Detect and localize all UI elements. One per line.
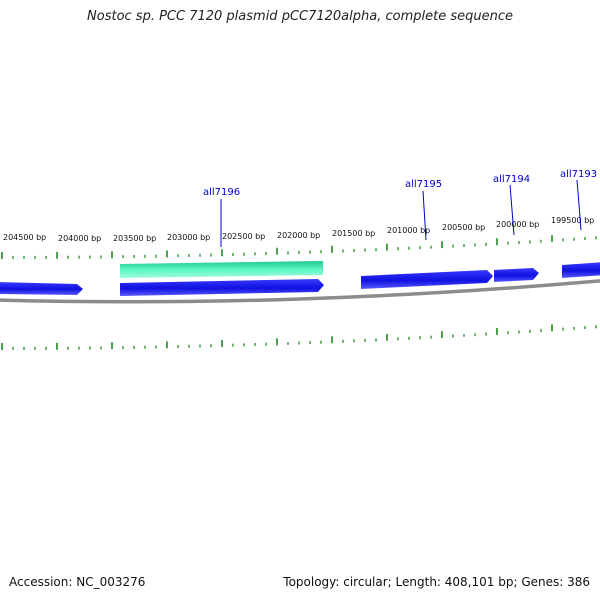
- gene-arrow-all7194[interactable]: [494, 268, 539, 282]
- gene-arrow-all7195[interactable]: [361, 270, 493, 289]
- tick-label-201000: 201000 bp: [387, 226, 430, 235]
- sequence-summary: Topology: circular; Length: 408,101 bp; …: [283, 575, 590, 589]
- ruler-tick-labels: 204500 bp 204000 bp 203500 bp 203000 bp …: [3, 216, 594, 243]
- outer-ruler-ticks: [1, 235, 597, 259]
- gene-arrow-all7196[interactable]: [120, 279, 324, 296]
- tick-label-202000: 202000 bp: [277, 231, 320, 240]
- gene-label-all7196[interactable]: all7196: [203, 187, 240, 198]
- tick-label-203000: 203000 bp: [167, 233, 210, 242]
- tick-label-204500: 204500 bp: [3, 233, 46, 242]
- gene-arrow-all7193[interactable]: [562, 262, 600, 278]
- inner-ruler-ticks: [1, 324, 597, 350]
- gene-label-all7195[interactable]: all7195: [405, 179, 442, 190]
- tick-label-201500: 201500 bp: [332, 229, 375, 238]
- tick-label-202500: 202500 bp: [222, 232, 265, 241]
- gene-label-all7193[interactable]: all7193: [560, 169, 597, 180]
- gene-callout-line-all7195: [422, 190, 427, 241]
- tick-label-203500: 203500 bp: [113, 234, 156, 243]
- tick-label-200000: 200000 bp: [496, 220, 539, 229]
- gene-callout-line-all7194: [509, 184, 515, 236]
- gene-callout-line-all7193: [576, 179, 582, 231]
- gene-highlight-arrow[interactable]: [120, 261, 323, 278]
- plasmid-backbone: [0, 279, 600, 304]
- accession-label: Accession: NC_003276: [9, 575, 146, 589]
- gene-label-all7194[interactable]: all7194: [493, 174, 530, 185]
- tick-label-204000: 204000 bp: [58, 234, 101, 243]
- map-title: Nostoc sp. PCC 7120 plasmid pCC7120alpha…: [87, 9, 513, 24]
- tick-label-199500: 199500 bp: [551, 216, 594, 225]
- tick-label-200500: 200500 bp: [442, 223, 485, 232]
- gene-arrow-left[interactable]: [0, 282, 83, 295]
